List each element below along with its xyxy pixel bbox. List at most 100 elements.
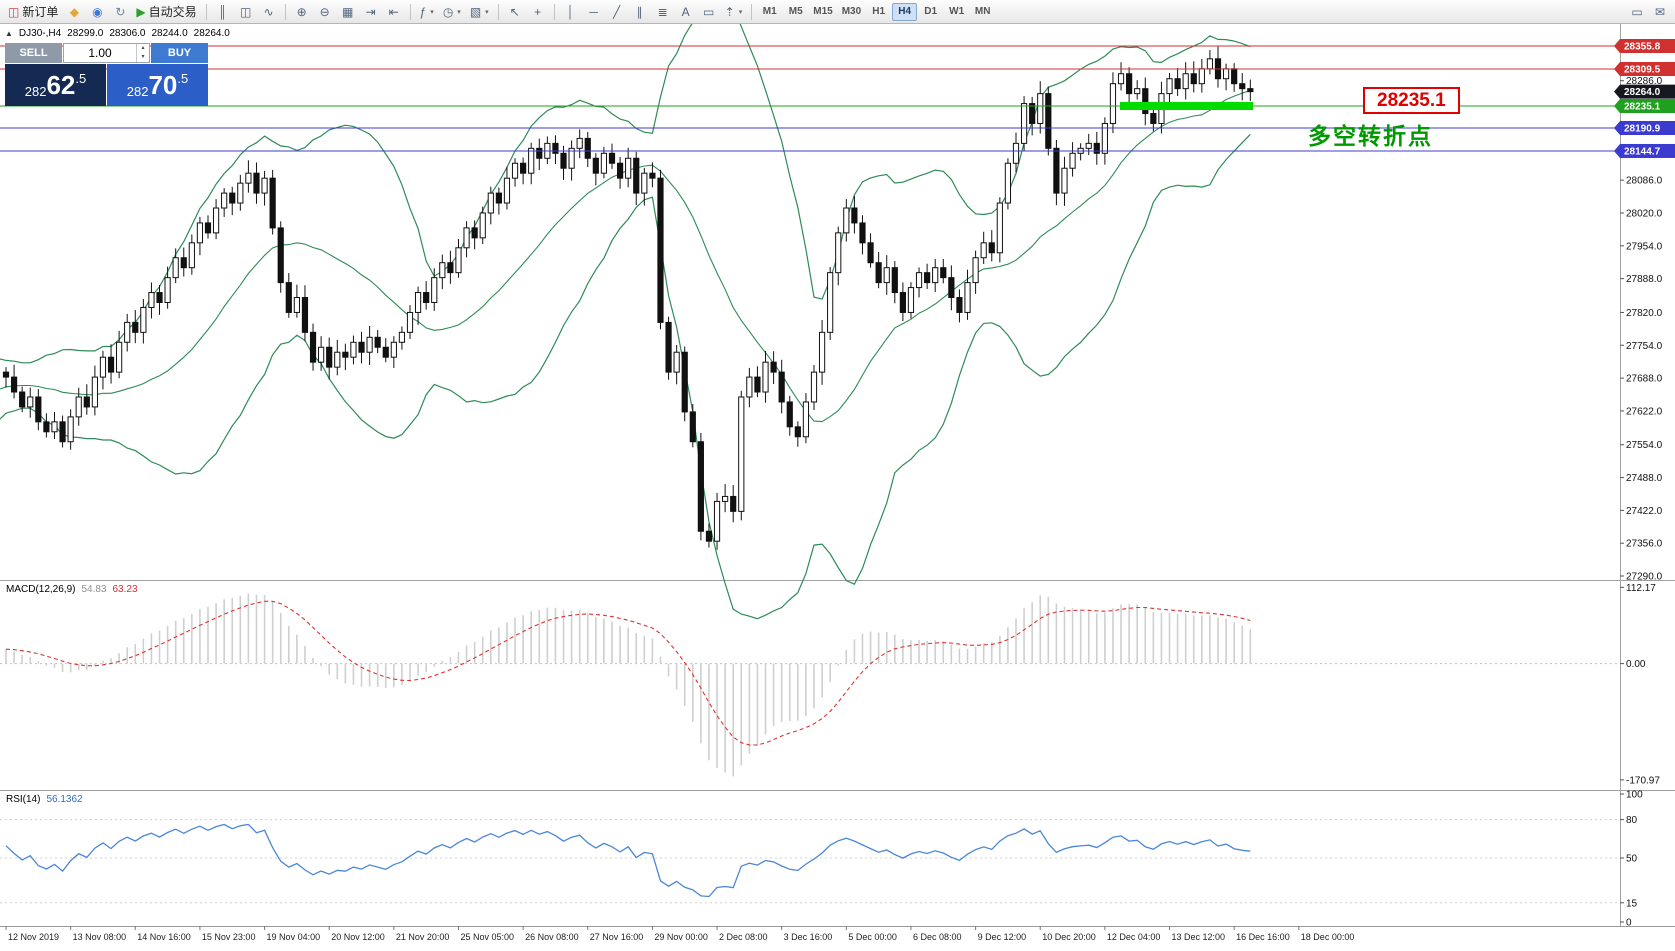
svg-text:27688.0: 27688.0 <box>1626 374 1663 385</box>
indicators-button[interactable]: ƒ ▾ <box>416 2 438 22</box>
refresh-icon: ↻ <box>115 4 126 19</box>
cursor-button[interactable]: ↖ <box>504 2 526 22</box>
sell-price-button[interactable]: 282 62 .5 <box>5 64 106 106</box>
new-order-button[interactable]: ◫ 新订单 <box>4 2 62 22</box>
timeframe-mn-button[interactable]: MN <box>974 6 991 17</box>
svg-text:28020.0: 28020.0 <box>1626 208 1663 219</box>
periods-icon: ◷ <box>442 4 454 19</box>
vertical-line-icon: │ <box>566 4 575 19</box>
toolbar-separator <box>409 3 411 20</box>
horizontal-line-icon: ─ <box>589 4 598 19</box>
svg-text:15 Nov 23:00: 15 Nov 23:00 <box>202 932 256 942</box>
price-axis-labels: 28286.0 28086.0 28020.0 27954.0 27888.0 27820… <box>1614 38 1675 583</box>
chart-window: 28286.0 28086.0 28020.0 27954.0 27888.0 27820… <box>0 24 1675 951</box>
chart-canvas[interactable]: 28286.0 28086.0 28020.0 27954.0 27888.0 27820… <box>0 24 1675 951</box>
volume-input[interactable]: 1.00 <box>88 46 112 60</box>
svg-text:27488.0: 27488.0 <box>1626 473 1663 484</box>
buy-button[interactable]: BUY <box>151 43 208 63</box>
svg-text:-170.97: -170.97 <box>1626 775 1660 786</box>
templates-button[interactable]: ▧ ▾ <box>466 2 493 22</box>
buy-price-prefix: 282 <box>126 84 149 99</box>
tile-windows-button[interactable]: ▦ <box>337 2 359 22</box>
zoom-out-button[interactable]: ⊖ <box>314 2 336 22</box>
buy-price-big: 70 <box>148 70 178 100</box>
zoom-in-icon: ⊕ <box>296 4 307 19</box>
metaeditor-button[interactable]: ◆ <box>63 2 85 22</box>
timeframe-m15-button[interactable]: M15 <box>813 6 833 17</box>
svg-text:28190.9: 28190.9 <box>1624 123 1661 134</box>
svg-text:5 Dec 00:00: 5 Dec 00:00 <box>848 932 897 942</box>
timeframe-m5-button[interactable]: M5 <box>788 6 803 17</box>
svg-text:28355.8: 28355.8 <box>1624 41 1661 52</box>
macd-signal-value: 63.23 <box>112 584 138 595</box>
svg-text:19 Nov 04:00: 19 Nov 04:00 <box>267 932 321 942</box>
chat-icon: ✉ <box>1654 4 1666 19</box>
time-axis[interactable] <box>0 926 1675 951</box>
svg-text:28286.0: 28286.0 <box>1626 76 1663 87</box>
price-callout-box[interactable]: 28235.1 <box>1363 87 1460 114</box>
sell-price-big: 62 <box>46 70 76 100</box>
panel-frame <box>0 24 1675 927</box>
arrow-objects-button[interactable]: ⇡ ▾ <box>721 2 747 22</box>
ohlc-close: 28264.0 <box>193 28 230 39</box>
timeframe-h4-button[interactable]: H4 <box>892 2 918 21</box>
sell-button[interactable]: SELL <box>5 43 62 63</box>
timeframe-h1-button[interactable]: H1 <box>872 6 886 17</box>
trade-panel-collapse-icon[interactable]: ▲ <box>5 29 13 38</box>
auto-scroll-button[interactable]: ⇥ <box>360 2 382 22</box>
svg-text:28235.1: 28235.1 <box>1624 102 1661 113</box>
refresh-button[interactable]: ↻ <box>109 2 131 22</box>
toolbar-separator <box>497 3 499 20</box>
chat-button[interactable]: ✉ <box>1649 2 1671 22</box>
chart-shift-button[interactable]: ⇤ <box>383 2 405 22</box>
vps-button[interactable]: ▭ <box>1626 2 1648 22</box>
svg-text:27356.0: 27356.0 <box>1626 539 1663 550</box>
trendline-button[interactable]: ╱ <box>606 2 628 22</box>
arrow-objects-icon: ⇡ <box>724 4 735 19</box>
horizontal-line-button[interactable]: ─ <box>583 2 605 22</box>
toolbar-separator <box>553 3 555 20</box>
zoom-in-button[interactable]: ⊕ <box>291 2 313 22</box>
one-click-trading-panel: SELL 1.00 ▴ ▾ BUY 282 62 .5 282 70 .5 <box>5 43 208 106</box>
fibonacci-button[interactable]: ≣ <box>652 2 674 22</box>
bar-chart-icon: ║ <box>218 4 227 19</box>
svg-text:13 Dec 12:00: 13 Dec 12:00 <box>1172 932 1226 942</box>
zoom-out-icon: ⊖ <box>319 4 330 19</box>
svg-text:28144.7: 28144.7 <box>1624 146 1661 157</box>
timeframe-m30-button[interactable]: M30 <box>841 6 862 17</box>
svg-text:25 Nov 05:00: 25 Nov 05:00 <box>460 932 514 942</box>
indicators-icon: ƒ <box>419 4 427 19</box>
toolbar-separator <box>751 3 753 20</box>
trendline-icon: ╱ <box>613 4 621 19</box>
svg-text:10 Dec 20:00: 10 Dec 20:00 <box>1042 932 1096 942</box>
caret-down-icon: ▾ <box>457 8 461 16</box>
periods-button[interactable]: ◷ ▾ <box>439 2 465 22</box>
turning-point-annotation[interactable]: 多空转折点 <box>1308 123 1433 149</box>
tile-windows-icon: ▦ <box>341 4 354 19</box>
channel-button[interactable]: ∥ <box>629 2 651 22</box>
svg-text:12 Dec 04:00: 12 Dec 04:00 <box>1107 932 1161 942</box>
volume-field[interactable]: 1.00 ▴ ▾ <box>63 43 150 63</box>
price-axis[interactable] <box>1620 24 1675 926</box>
vertical-line-button[interactable]: │ <box>560 2 582 22</box>
volume-down-button[interactable]: ▾ <box>141 54 145 60</box>
caret-down-icon: ▾ <box>738 8 743 16</box>
buy-price-suffix: .5 <box>177 71 189 86</box>
autotrading-button[interactable]: ▶ 自动交易 <box>132 2 200 22</box>
text-label-button[interactable]: ▭ <box>698 2 720 22</box>
timeframe-w1-button[interactable]: W1 <box>949 6 965 17</box>
timeframe-m1-button[interactable]: M1 <box>762 6 777 17</box>
text-button[interactable]: A <box>675 2 697 22</box>
timeframe-d1-button[interactable]: D1 <box>924 6 938 17</box>
autotrading-play-icon: ▶ <box>136 4 146 19</box>
market-watch-button[interactable]: ◉ <box>86 2 108 22</box>
rsi-label: RSI(14) 56.1362 <box>6 794 83 805</box>
symbol-ohlc-label: ▲ DJ30-,H4 28299.0 28306.0 28244.0 28264… <box>5 28 230 39</box>
candlestick-chart-button[interactable]: ◫ <box>235 2 257 22</box>
crosshair-button[interactable]: + <box>527 2 549 22</box>
buy-price-button[interactable]: 282 70 .5 <box>107 64 208 106</box>
line-chart-button[interactable]: ∿ <box>258 2 280 22</box>
volume-up-button[interactable]: ▴ <box>141 45 145 51</box>
bar-chart-button[interactable]: ║ <box>212 2 234 22</box>
svg-text:27622.0: 27622.0 <box>1626 406 1663 417</box>
